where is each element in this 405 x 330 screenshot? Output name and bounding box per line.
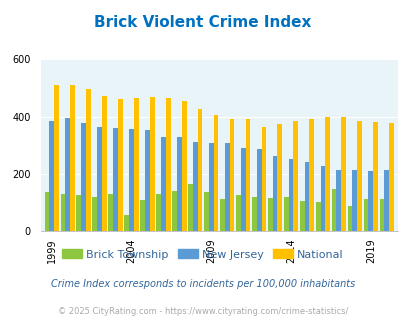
Bar [140, 200, 145, 231]
Bar [288, 159, 293, 231]
Bar [76, 195, 81, 231]
Bar [70, 85, 75, 231]
Bar [102, 96, 107, 231]
Bar [81, 123, 86, 231]
Bar [367, 171, 372, 231]
Bar [331, 189, 336, 231]
Bar [347, 206, 352, 231]
Bar [108, 194, 113, 231]
Bar [372, 122, 377, 231]
Bar [352, 170, 356, 231]
Bar [283, 197, 288, 231]
Bar [113, 128, 118, 231]
Bar [235, 195, 240, 231]
Bar [149, 97, 154, 231]
Bar [245, 119, 250, 231]
Bar [118, 99, 122, 231]
Bar [240, 148, 245, 231]
Bar [229, 119, 234, 231]
Bar [341, 117, 345, 231]
Bar [161, 137, 165, 231]
Bar [363, 199, 367, 231]
Bar [49, 121, 54, 231]
Bar [134, 98, 139, 231]
Bar [45, 192, 49, 231]
Bar [277, 124, 281, 231]
Bar [54, 85, 59, 231]
Bar [86, 89, 91, 231]
Bar [388, 123, 393, 231]
Bar [272, 156, 277, 231]
Bar [252, 197, 256, 231]
Bar [224, 143, 229, 231]
Bar [156, 194, 161, 231]
Bar [192, 142, 197, 231]
Bar [97, 127, 102, 231]
Bar [356, 121, 361, 231]
Legend: Brick Township, New Jersey, National: Brick Township, New Jersey, National [58, 245, 347, 264]
Bar [197, 109, 202, 231]
Bar [208, 143, 213, 231]
Bar [172, 191, 177, 231]
Bar [293, 121, 297, 231]
Text: Brick Violent Crime Index: Brick Violent Crime Index [94, 15, 311, 30]
Bar [129, 129, 134, 231]
Bar [220, 199, 224, 231]
Bar [145, 130, 149, 231]
Bar [267, 198, 272, 231]
Bar [256, 149, 261, 231]
Text: Crime Index corresponds to incidents per 100,000 inhabitants: Crime Index corresponds to incidents per… [51, 279, 354, 289]
Bar [92, 197, 97, 231]
Bar [304, 162, 309, 231]
Bar [315, 202, 320, 231]
Bar [324, 116, 329, 231]
Bar [204, 192, 208, 231]
Bar [379, 199, 384, 231]
Bar [309, 119, 313, 231]
Bar [181, 101, 186, 231]
Bar [261, 127, 266, 231]
Bar [299, 201, 304, 231]
Bar [384, 170, 388, 231]
Bar [213, 115, 218, 231]
Bar [65, 118, 70, 231]
Bar [188, 184, 192, 231]
Bar [60, 194, 65, 231]
Text: © 2025 CityRating.com - https://www.cityrating.com/crime-statistics/: © 2025 CityRating.com - https://www.city… [58, 307, 347, 316]
Bar [320, 166, 324, 231]
Bar [165, 98, 170, 231]
Bar [124, 215, 129, 231]
Bar [336, 170, 341, 231]
Bar [177, 137, 181, 231]
